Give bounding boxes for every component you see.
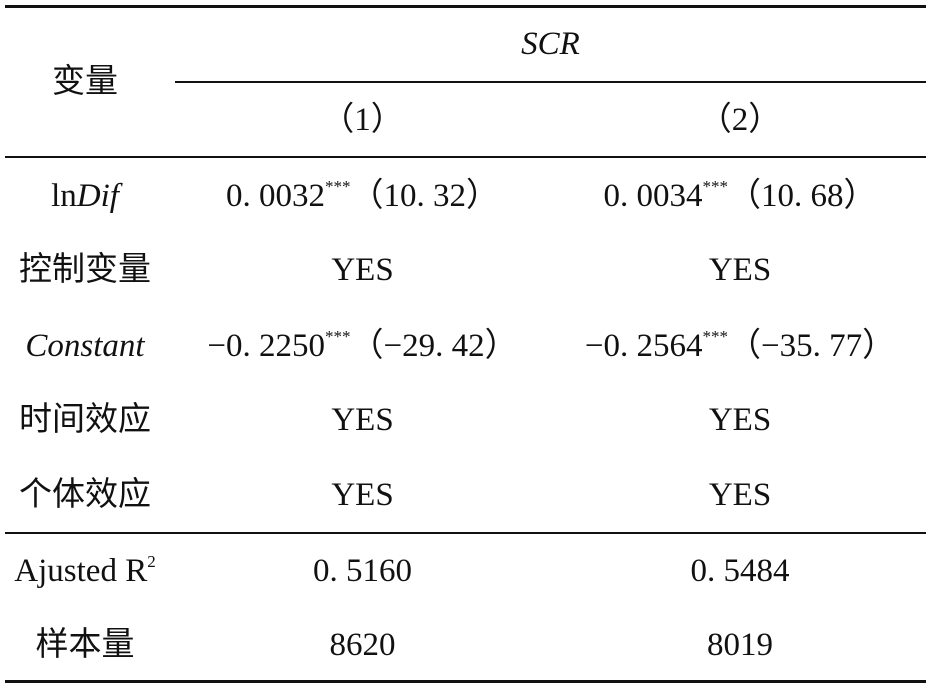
row-label: 样本量 [35, 627, 135, 663]
label-part: Constant [25, 328, 145, 364]
group-name: SCR [521, 26, 580, 62]
cell: YES [331, 402, 394, 438]
variable-header: 变量 [52, 64, 118, 100]
stars: *** [325, 177, 351, 196]
coef: 0. 0032 [226, 178, 325, 214]
coef: −0. 2564 [584, 328, 703, 364]
t-stat: （10. 32） [350, 178, 500, 214]
cell: 8620 [329, 627, 396, 663]
cell: 8019 [707, 627, 773, 663]
cell: YES [708, 402, 772, 438]
row-label: 控制变量 [19, 252, 151, 288]
group-rule [175, 81, 926, 83]
t-stat: （−35. 77） [728, 328, 896, 364]
group-header: SCR [175, 22, 926, 66]
cell: 0. 0032***（10. 32） [175, 174, 550, 218]
t-stat: （−29. 42） [350, 328, 518, 364]
header-rule [5, 156, 926, 158]
column-header: （1） [321, 102, 404, 138]
stats-rule [5, 532, 926, 534]
cell: YES [708, 252, 772, 288]
row-label: Ajusted R2 [0, 549, 170, 593]
top-rule [5, 5, 926, 8]
cell: YES [331, 477, 394, 513]
label-part: Ajusted R [14, 553, 148, 589]
superscript: 2 [147, 552, 156, 571]
coef: 0. 0034 [603, 178, 703, 214]
cell: 0. 5484 [690, 553, 790, 589]
stars: *** [702, 177, 729, 196]
t-stat: （10. 68） [728, 178, 877, 214]
stars: *** [702, 327, 729, 346]
row-label: 时间效应 [19, 402, 151, 438]
row-label: lnDif [0, 174, 170, 218]
bottom-rule [5, 680, 926, 683]
label-part: Dif [76, 178, 119, 214]
cell: 0. 5160 [313, 553, 412, 589]
stars: *** [325, 327, 351, 346]
label-part: ln [51, 178, 77, 214]
row-label: 个体效应 [19, 477, 151, 513]
cell: −0. 2564***（−35. 77） [550, 324, 930, 368]
cell: −0. 2250***（−29. 42） [175, 324, 550, 368]
row-label: Constant [0, 324, 170, 368]
cell: 0. 0034***（10. 68） [550, 174, 930, 218]
column-header: （2） [698, 102, 782, 138]
coef: −0. 2250 [207, 328, 325, 364]
cell: YES [708, 477, 772, 513]
cell: YES [331, 252, 394, 288]
